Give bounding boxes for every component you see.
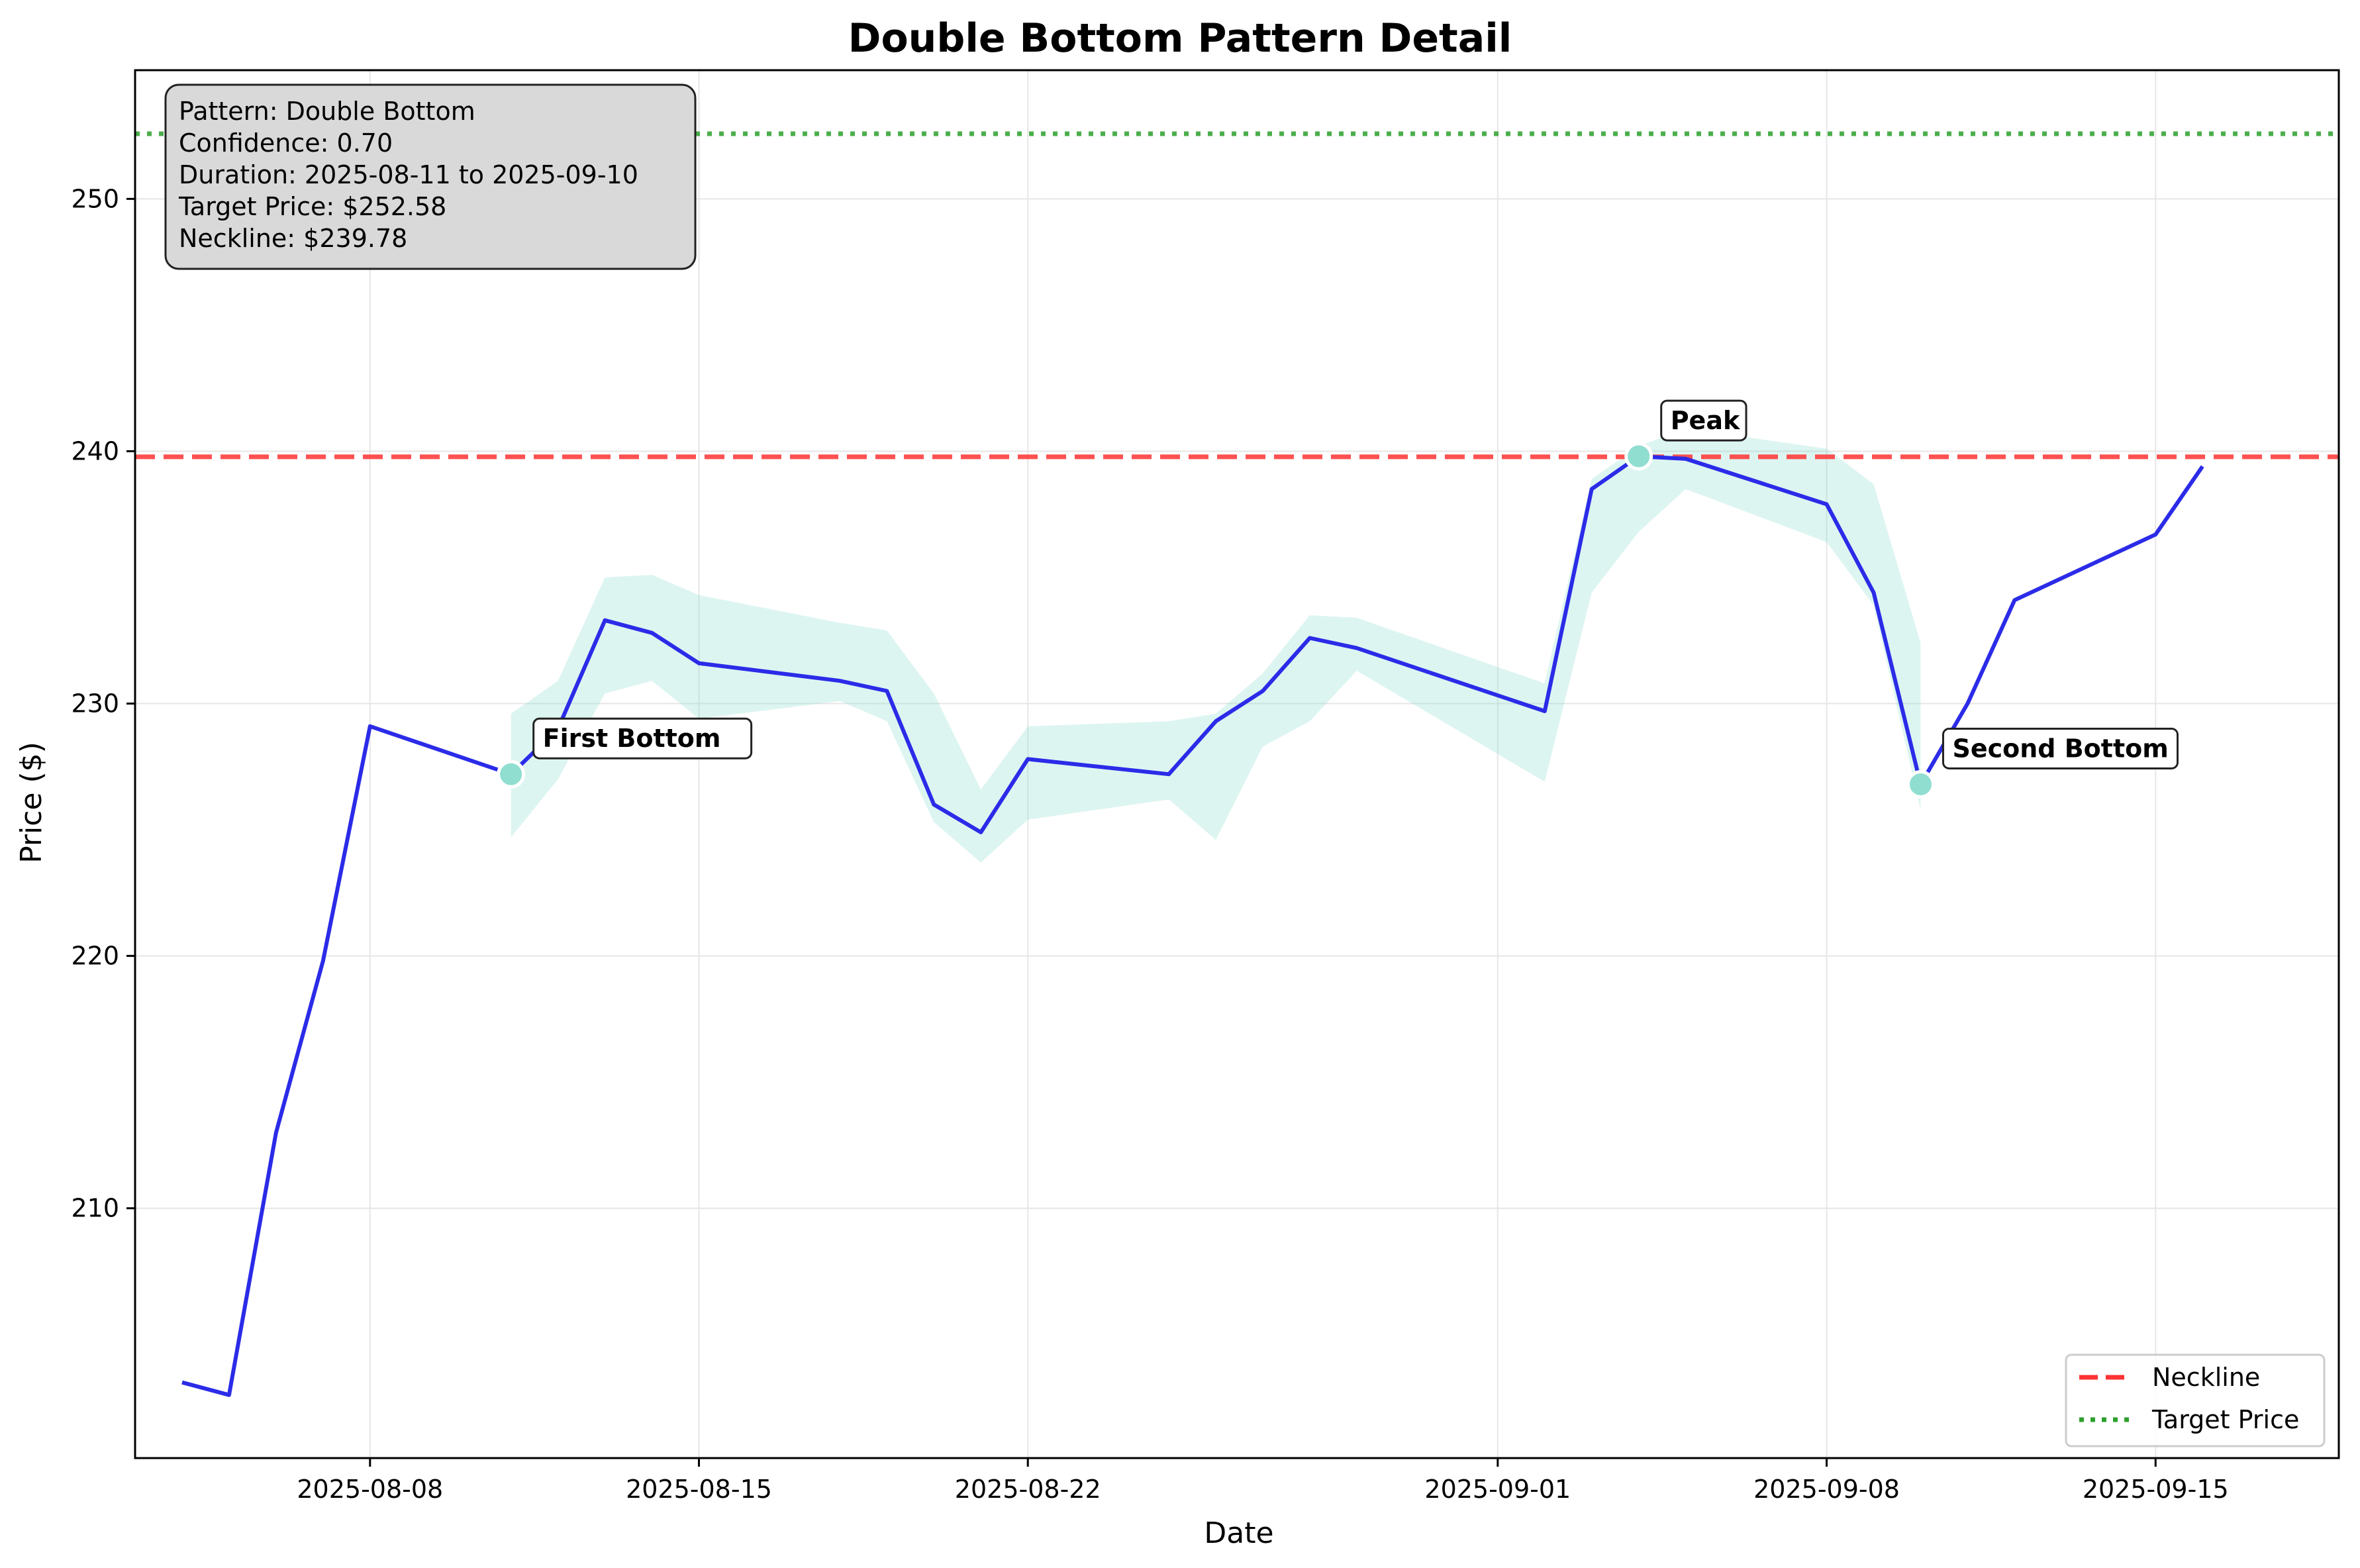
chart-title: Double Bottom Pattern Detail [848,15,1512,62]
annotation-box-second-bottom [1942,727,2179,769]
x-tick-label-2: 2025-08-22 [955,1475,1101,1504]
legend-label-target-price: Target Price [2151,1405,2299,1434]
plot-frame [134,69,2340,1459]
x-tick-label-1: 2025-08-15 [626,1475,772,1504]
legend-label-neckline: Neckline [2152,1363,2260,1392]
annotation-box-first-bottom [532,717,753,760]
pattern-band-area [511,428,1921,863]
legend: Neckline Target Price [2065,1353,2326,1447]
y-axis-label: Price ($) [15,742,48,863]
y-tick-label-0: 210 [71,1194,119,1223]
key-point-second-bottom [1906,769,1935,799]
x-tick-label-3: 2025-09-01 [1424,1475,1571,1504]
legend-box [2065,1353,2326,1447]
x-tick-label-4: 2025-09-08 [1753,1475,1900,1504]
y-tick-label-2: 230 [71,689,119,718]
annotation-label-peak: Peak [1671,406,1740,435]
key-point-first-bottom [497,760,526,789]
info-line-4: Neckline: $239.78 [179,224,407,253]
x-tick-label-0: 2025-08-08 [297,1475,443,1504]
x-tick-label-5: 2025-09-15 [2083,1475,2229,1504]
info-line-2: Duration: 2025-08-11 to 2025-09-10 [179,160,638,189]
grid [135,70,2339,1458]
annotation-box-peak [1660,399,1747,442]
info-line-0: Pattern: Double Bottom [179,97,475,126]
info-line-3: Target Price: $252.58 [178,192,446,221]
x-axis-label: Date [1204,1516,1273,1550]
reference-lines [135,131,2339,460]
y-tick-label-4: 250 [71,184,119,213]
pattern-band [511,428,1921,863]
key-point-peak [1624,442,1653,471]
info-box-background [164,83,697,270]
info-line-1: Confidence: 0.70 [179,128,393,158]
annotation-label-first-bottom: First Bottom [543,724,721,753]
axes: 2025-08-08 2025-08-15 2025-08-22 2025-09-01… [71,69,2340,1504]
key-points: First Bottom Peak Second Bottom [497,399,2179,799]
y-tick-label-3: 240 [71,436,119,466]
annotation-label-second-bottom: Second Bottom [1952,734,2168,763]
y-tick-label-1: 220 [71,942,119,971]
